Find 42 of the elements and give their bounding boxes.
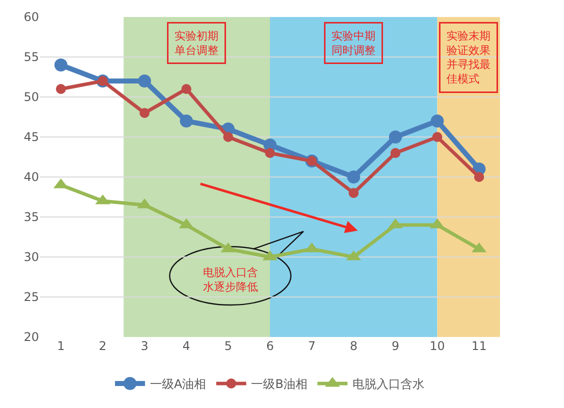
legend-label: 一级B油相 xyxy=(251,377,308,392)
point xyxy=(140,108,150,118)
x-tick-label: 1 xyxy=(57,339,65,353)
point xyxy=(181,84,192,94)
x-tick-label: 2 xyxy=(98,339,107,353)
band-label: 实验初期单台调整 xyxy=(174,30,218,57)
x-tick-label: 4 xyxy=(182,339,190,353)
y-tick-label: 30 xyxy=(24,250,39,264)
band-label: 实验末期验证效果并寻找最佳模式 xyxy=(446,30,490,86)
point xyxy=(390,148,400,158)
y-tick-label: 20 xyxy=(24,330,39,344)
x-tick-label: 5 xyxy=(224,339,232,353)
x-tick-label: 3 xyxy=(140,339,148,353)
y-tick-label: 55 xyxy=(24,50,39,64)
point xyxy=(223,132,234,142)
y-tick-label: 25 xyxy=(24,290,39,304)
legend-label: 电脱入口含水 xyxy=(352,377,424,392)
point xyxy=(430,114,444,128)
y-tick-label: 40 xyxy=(24,170,39,184)
y-tick-label: 50 xyxy=(24,90,39,104)
point xyxy=(388,130,402,144)
x-tick-label: 6 xyxy=(266,339,274,353)
y-tick-label: 60 xyxy=(24,10,39,24)
point xyxy=(56,84,66,94)
point xyxy=(265,148,275,158)
point xyxy=(180,114,193,128)
point xyxy=(138,74,152,88)
x-tick-label: 10 xyxy=(430,339,445,353)
y-tick-label: 45 xyxy=(24,130,39,144)
point xyxy=(474,172,484,182)
y-tick-label: 35 xyxy=(24,210,39,224)
point xyxy=(432,132,442,142)
annotation: 电脱入口含水逐步降低 xyxy=(203,266,258,294)
band-label: 实验中期同时调整 xyxy=(332,30,376,57)
point xyxy=(54,58,68,72)
point xyxy=(347,170,360,184)
x-tick-label: 8 xyxy=(350,339,358,353)
legend-label: 一级A油相 xyxy=(150,377,206,392)
x-tick-label: 9 xyxy=(392,339,400,353)
x-tick-label: 11 xyxy=(471,339,487,353)
x-tick-label: 7 xyxy=(308,339,316,353)
point xyxy=(348,188,359,198)
